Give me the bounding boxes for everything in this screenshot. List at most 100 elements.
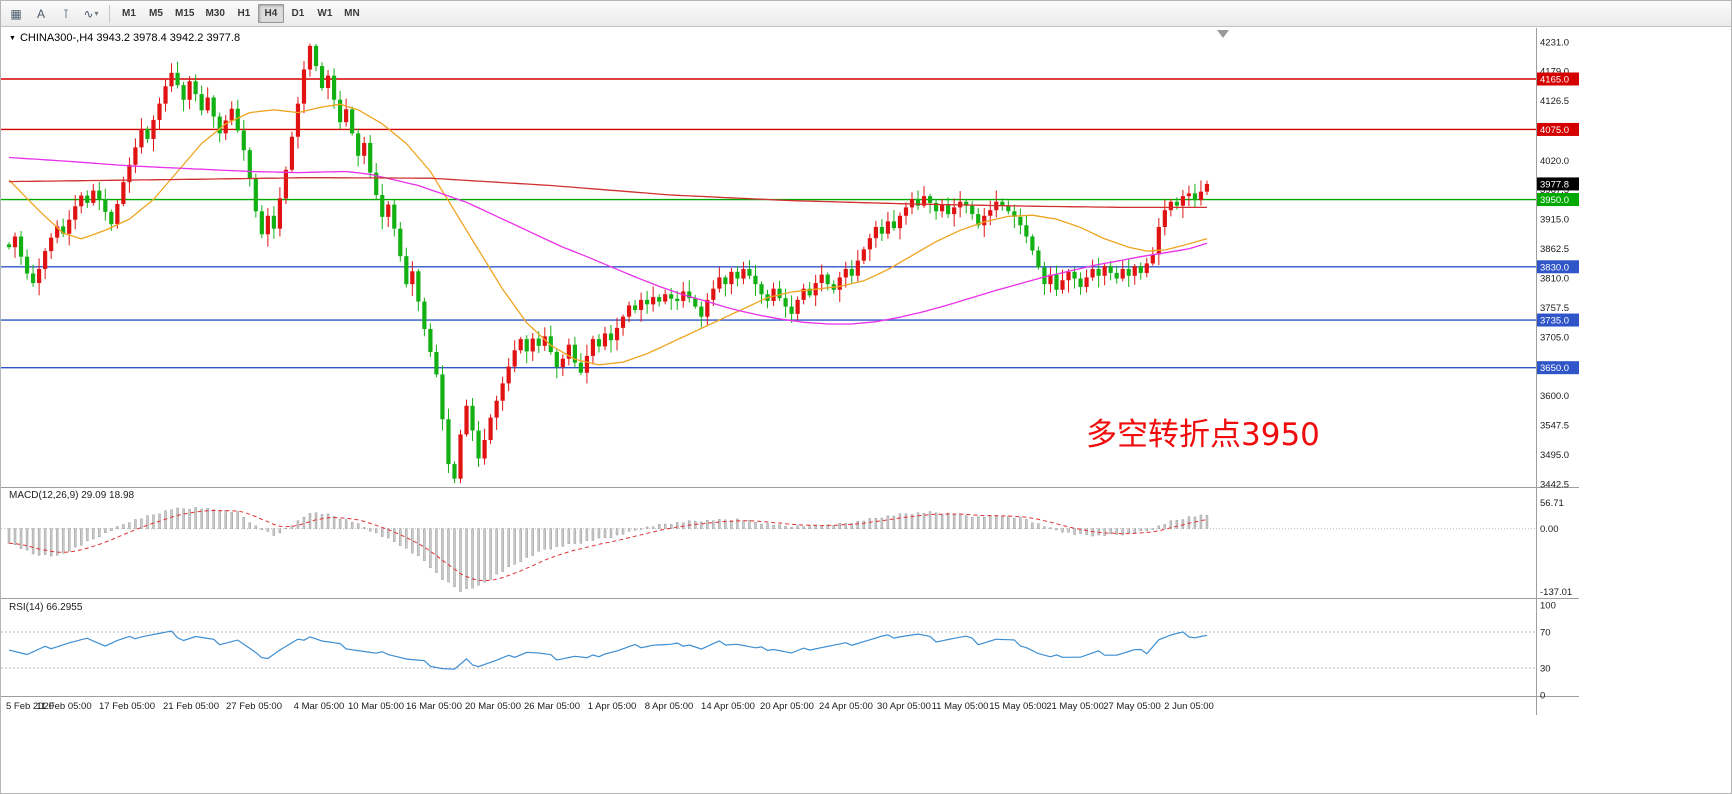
timeframe-d1-button[interactable]: D1 <box>291 8 305 19</box>
candle-body <box>590 339 596 356</box>
macd-histogram-bar <box>13 528 17 546</box>
chart-annotation: 多空转折点3950 <box>1086 417 1320 453</box>
symbol-ohlc-text: CHINA300-,H4 3943.2 3978.4 3942.2 3977.8 <box>19 32 241 44</box>
candle-body <box>867 238 872 250</box>
macd-histogram-bar <box>760 523 763 529</box>
timeframe-w1-button[interactable]: W1 <box>317 8 333 19</box>
timeframe-m15-button[interactable]: M15 <box>175 8 195 19</box>
candle-body <box>434 351 439 375</box>
candle-body <box>145 128 150 139</box>
candle-body <box>759 284 764 295</box>
candle-body <box>807 288 812 296</box>
chart-shift-marker-icon[interactable] <box>1217 30 1229 38</box>
macd-histogram-bar <box>621 528 625 535</box>
candle-body <box>151 119 156 139</box>
candle-body <box>187 81 192 100</box>
time-axis-label: 16 Mar 05:00 <box>406 701 462 712</box>
candle-body <box>37 269 42 284</box>
macd-histogram-bar <box>31 528 35 555</box>
timeframe-mn-button[interactable]: MN <box>344 8 360 19</box>
candle-body <box>319 66 325 88</box>
candle-body <box>632 305 638 310</box>
order-grid-icon[interactable]: ▦ <box>10 6 22 21</box>
candle-body <box>572 344 577 363</box>
chart-collapse-icon[interactable]: ▼ <box>9 35 16 42</box>
macd-histogram-bar <box>338 518 342 529</box>
candle-body <box>193 81 198 95</box>
price-tick-label: 4126.5 <box>1540 96 1569 107</box>
macd-histogram-bar <box>1115 528 1118 535</box>
macd-histogram-bar <box>676 522 679 529</box>
macd-histogram-bar <box>844 523 847 529</box>
text-tool-icon[interactable]: A <box>36 6 45 21</box>
price-tick-label: 3495.0 <box>1540 450 1569 461</box>
candle-body <box>338 99 343 123</box>
macd-histogram-bar <box>922 513 926 529</box>
timeframe-m5-button[interactable]: M5 <box>149 8 163 19</box>
candle-body <box>596 339 602 347</box>
candle-body <box>175 72 180 86</box>
macd-histogram-bar <box>471 528 474 589</box>
candle-body <box>723 277 728 285</box>
candle-body <box>855 260 860 276</box>
candle-body <box>205 97 210 111</box>
level-price-badge-text: 3950.0 <box>1540 195 1569 206</box>
macd-histogram-bar <box>1007 515 1010 529</box>
macd-histogram-bar <box>814 525 817 529</box>
level-price-badge <box>1537 361 1579 375</box>
macd-title: MACD(12,26,9) 29.09 18.98 <box>9 490 135 501</box>
macd-histogram-bar <box>633 528 637 531</box>
macd-histogram-bar <box>657 524 661 529</box>
macd-histogram-bar <box>694 521 697 529</box>
macd-histogram-bar <box>928 511 932 529</box>
candle-body <box>30 273 36 284</box>
candle-body <box>711 288 716 300</box>
macd-histogram-bar <box>1133 528 1136 534</box>
candle-body <box>735 271 740 279</box>
dropdown-caret-icon: ▾ <box>94 9 99 18</box>
candle-body <box>217 116 222 134</box>
macd-histogram-bar <box>832 525 835 529</box>
macd-histogram-bar <box>146 515 149 529</box>
macd-histogram-bar <box>609 528 613 538</box>
candle-body <box>271 215 276 229</box>
macd-histogram-bar <box>49 528 53 557</box>
label-tool-icon[interactable]: ⊺ <box>62 6 70 21</box>
macd-histogram-bar <box>441 528 444 580</box>
macd-histogram-bar <box>1037 523 1040 529</box>
level-price-badge <box>1537 313 1579 327</box>
candle-body <box>488 417 493 440</box>
macd-histogram-bar <box>140 518 143 529</box>
macd-histogram-bar <box>790 527 793 529</box>
candle-body <box>927 196 933 203</box>
candle-body <box>524 339 529 352</box>
timeframe-m30-button[interactable]: M30 <box>205 8 225 19</box>
timeframe-h4-button[interactable]: H4 <box>257 4 284 23</box>
candle-body <box>542 336 547 346</box>
macd-histogram-bar <box>989 515 992 529</box>
candle-body <box>1012 211 1017 217</box>
candle-body <box>536 338 541 346</box>
candle-body <box>1102 266 1107 276</box>
timeframe-m1-button[interactable]: M1 <box>122 8 136 19</box>
candle-body <box>982 215 987 226</box>
macd-histogram-bar <box>796 525 799 529</box>
candle-body <box>1030 236 1035 251</box>
macd-histogram-bar <box>549 528 552 550</box>
timeframe-h1-button[interactable]: H1 <box>237 8 251 19</box>
macd-histogram-bar <box>555 528 559 547</box>
macd-histogram-bar <box>910 514 914 529</box>
candle-body <box>79 195 84 207</box>
line-studies-dropdown-icon[interactable]: ∿ ▾ <box>83 6 99 21</box>
macd-histogram-bar <box>573 528 577 544</box>
price-tick-label: 4179.0 <box>1540 67 1569 78</box>
macd-histogram-bar <box>730 520 733 529</box>
candle-body <box>717 277 722 289</box>
macd-histogram-bar <box>350 521 354 529</box>
macd-histogram-bar <box>224 510 227 529</box>
macd-histogram-bar <box>43 528 47 555</box>
time-axis-label: 20 Mar 05:00 <box>465 701 521 712</box>
rsi-line <box>8 630 1208 670</box>
